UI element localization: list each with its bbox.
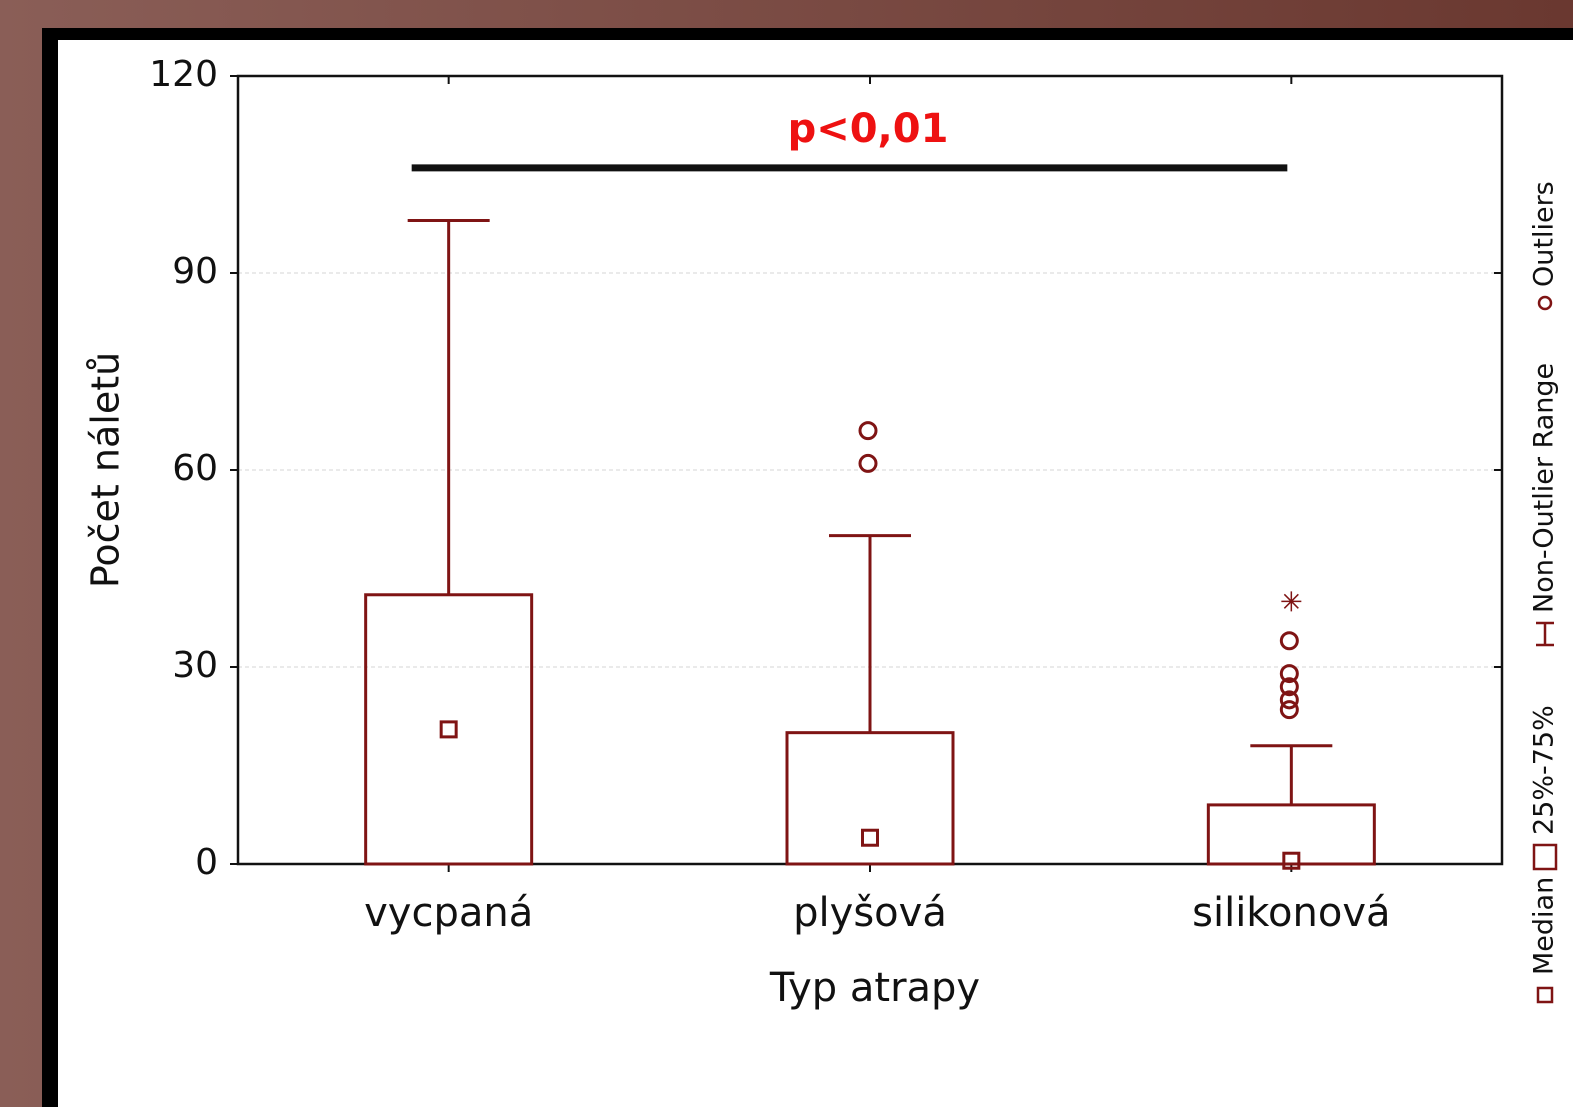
outlier — [1279, 631, 1299, 651]
median — [861, 828, 879, 847]
legend-median-icon — [1536, 986, 1554, 1004]
box — [364, 593, 534, 866]
legend-outlier-icon — [1537, 295, 1553, 311]
legend-whisker-icon — [1536, 621, 1554, 647]
x-tick-label: plyšová — [793, 890, 947, 936]
x-tick-label: silikonová — [1192, 890, 1390, 936]
outlier — [1279, 677, 1299, 697]
median — [1282, 851, 1301, 870]
box — [1206, 803, 1376, 866]
legend-label: Median — [1529, 877, 1560, 975]
outlier — [1279, 690, 1299, 710]
legend-label: Non-Outlier Range — [1529, 363, 1560, 613]
x-axis-label: Typ atrapy — [769, 965, 980, 1011]
median — [439, 720, 458, 739]
legend-label: Outliers — [1529, 181, 1560, 287]
y-tick-label: 120 — [149, 54, 218, 95]
legend-box-icon — [1532, 843, 1558, 871]
significance-label: p<0,01 — [788, 106, 949, 152]
y-tick-label: 60 — [172, 448, 218, 489]
outlier — [1279, 700, 1299, 720]
legend-label: 25%-75% — [1529, 705, 1560, 835]
outlier — [858, 421, 878, 441]
extreme — [1281, 591, 1302, 612]
y-axis-label: Počet náletů — [84, 352, 128, 588]
y-tick-label: 0 — [195, 842, 218, 883]
box — [785, 731, 955, 866]
y-tick-label: 30 — [172, 645, 218, 686]
canvas — [58, 40, 1573, 1107]
outlier — [858, 453, 878, 473]
y-tick-label: 90 — [172, 251, 218, 292]
outlier — [1279, 664, 1299, 684]
x-tick-label: vycpaná — [364, 890, 533, 936]
legend: Median 25%-75% Non-Outlier Range Outliers — [1529, 181, 1560, 1004]
